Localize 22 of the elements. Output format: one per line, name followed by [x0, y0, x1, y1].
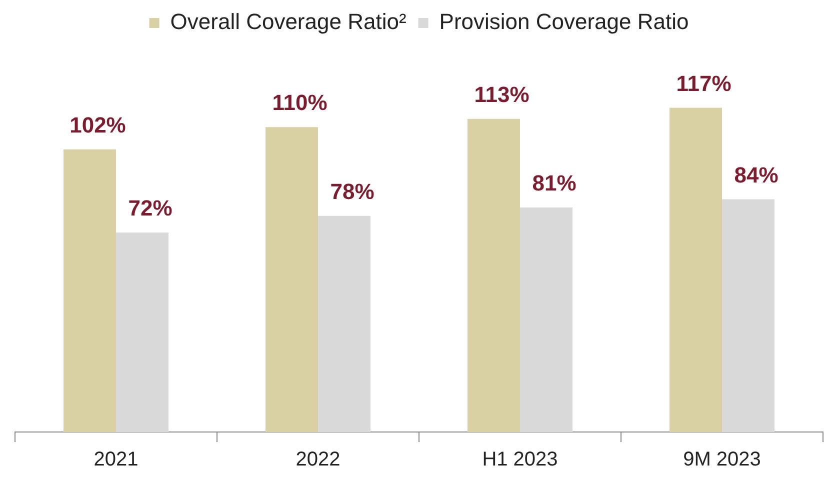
bar: [265, 127, 318, 432]
data-label: 78%: [330, 178, 374, 204]
bar: [63, 149, 116, 432]
x-tick-label: H1 2023: [482, 448, 558, 471]
bar: [116, 232, 169, 432]
bar: [669, 108, 722, 432]
data-label: 117%: [676, 70, 732, 96]
data-label: 113%: [474, 82, 530, 107]
bar: [520, 208, 573, 432]
x-tick-label: 2022: [296, 448, 340, 471]
x-tick-label: 2021: [94, 448, 138, 471]
bar: [318, 216, 371, 432]
bar: [722, 199, 775, 432]
x-tick-label: 9M 2023: [683, 448, 761, 471]
data-label: 72%: [128, 196, 172, 221]
data-label: 102%: [70, 112, 126, 138]
bar: [467, 118, 520, 432]
legend-label: Provision Coverage Ratio: [439, 9, 689, 34]
data-label: 84%: [734, 162, 778, 188]
data-label: 110%: [272, 90, 328, 116]
legend-label: Overall Coverage Ratio²: [170, 9, 406, 34]
data-label: 81%: [532, 170, 576, 196]
